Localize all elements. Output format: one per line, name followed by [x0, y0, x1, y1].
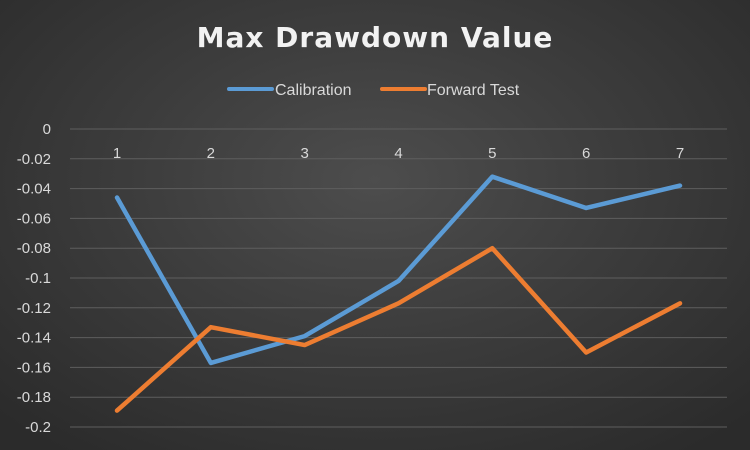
x-tick-label: 7 — [676, 145, 684, 162]
x-tick-label: 2 — [207, 145, 215, 162]
series-lines — [114, 174, 683, 413]
series-line-calibration — [114, 174, 683, 366]
legend: Calibration Forward Test — [227, 82, 520, 99]
y-tick-label: 0 — [43, 121, 51, 138]
y-tick-label: -0.08 — [17, 240, 51, 257]
y-axis-tick-labels: 0 -0.02 -0.04 -0.06 -0.08 -0.1 -0.12 -0.14 -0.16… — [17, 121, 51, 436]
y-tick-label: -0.18 — [17, 389, 51, 406]
x-tick-label: 1 — [113, 145, 121, 162]
series-line-forward-test — [114, 245, 683, 413]
x-tick-label: 4 — [394, 145, 402, 162]
x-tick-label: 6 — [582, 145, 590, 162]
y-tick-label: -0.16 — [17, 359, 51, 376]
y-tick-label: -0.14 — [17, 330, 51, 347]
x-axis-tick-labels: 1 2 3 4 5 6 7 — [113, 145, 684, 162]
x-tick-label: 3 — [300, 145, 308, 162]
legend-label-calibration: Calibration — [275, 82, 351, 99]
legend-label-forward-test: Forward Test — [427, 82, 520, 99]
y-tick-label: -0.06 — [17, 210, 51, 227]
x-tick-label: 5 — [488, 145, 496, 162]
y-tick-label: -0.02 — [17, 151, 51, 168]
y-tick-label: -0.12 — [17, 300, 51, 317]
y-tick-label: -0.04 — [17, 181, 51, 198]
y-tick-label: -0.1 — [25, 270, 51, 287]
chart-title: Max Drawdown Value — [197, 21, 554, 54]
y-tick-label: -0.2 — [25, 419, 51, 436]
